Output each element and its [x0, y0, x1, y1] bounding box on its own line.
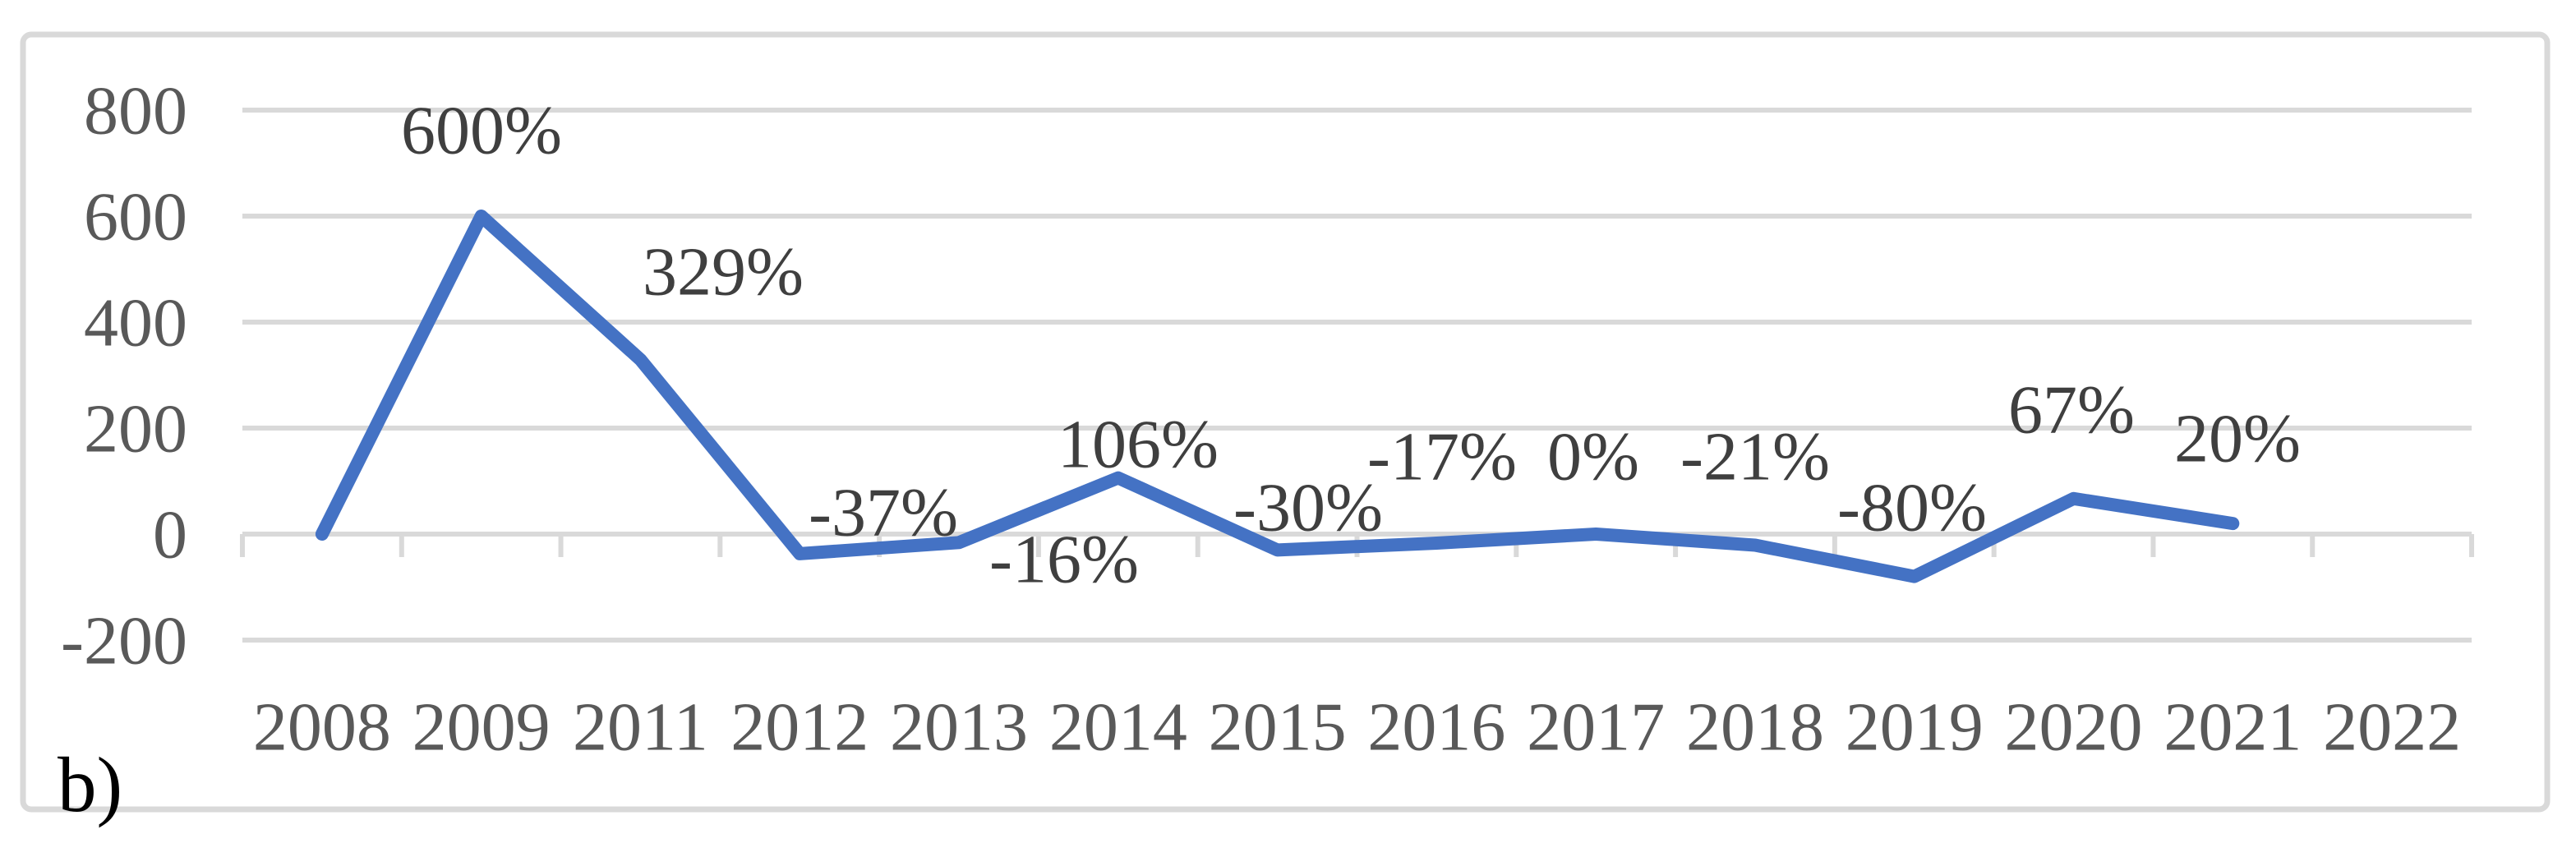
- data-label: -21%: [1680, 419, 1830, 495]
- x-axis-label: 2017: [1527, 689, 1665, 766]
- x-axis-label: 2018: [1686, 689, 1824, 766]
- data-label: 600%: [401, 93, 562, 169]
- x-axis-label: 2021: [2164, 689, 2302, 766]
- x-axis-label: 2012: [730, 689, 869, 766]
- data-label: -80%: [1837, 470, 1987, 546]
- x-axis-label: 2016: [1367, 689, 1505, 766]
- y-axis-label: 0: [153, 497, 187, 574]
- x-axis-label: 2013: [890, 689, 1028, 766]
- x-axis-label: 2008: [253, 689, 391, 766]
- data-label: 20%: [2174, 401, 2301, 477]
- x-axis-label: 2019: [1846, 689, 1984, 766]
- data-label: -17%: [1367, 419, 1517, 495]
- x-axis-label: 2015: [1209, 689, 1347, 766]
- data-label: 0%: [1547, 419, 1639, 495]
- x-axis-label: 2014: [1049, 689, 1187, 766]
- y-axis-label: 400: [84, 285, 187, 362]
- x-axis-label: 2011: [573, 689, 708, 766]
- x-axis-label: 2022: [2323, 689, 2461, 766]
- series-line: [315, 210, 2240, 583]
- y-axis-label: 200: [84, 391, 187, 468]
- data-label: -30%: [1233, 470, 1383, 546]
- x-axis-label: 2009: [412, 689, 551, 766]
- y-axis-label: 800: [84, 73, 187, 150]
- data-label: 67%: [2008, 372, 2135, 449]
- x-axis-label: 2020: [2005, 689, 2143, 766]
- data-label: -16%: [989, 522, 1139, 598]
- chart-border: [20, 31, 2551, 813]
- data-label: 329%: [643, 234, 804, 311]
- data-label: 106%: [1058, 407, 1219, 483]
- data-label: -37%: [809, 475, 958, 551]
- y-axis-label: 600: [84, 179, 187, 256]
- y-axis-label: -200: [61, 603, 187, 680]
- figure-label: b): [58, 741, 123, 828]
